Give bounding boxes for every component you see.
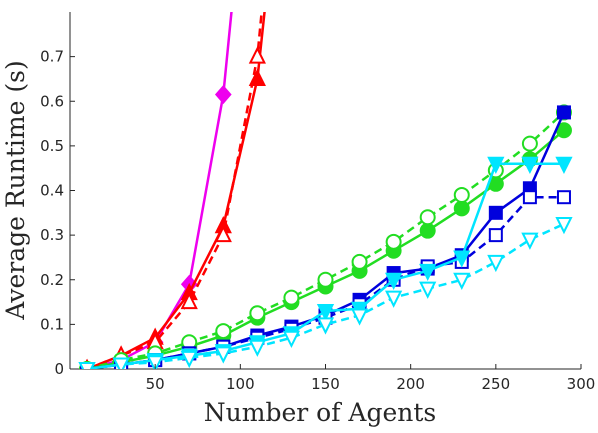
data-point [453,272,471,290]
data-point [214,85,232,105]
y-axis-label: Average Runtime (s) [1,60,30,320]
data-point [488,205,503,220]
data-point [419,209,436,226]
data-point [385,272,403,290]
data-point [385,290,403,308]
x-tick-label: 200 [396,375,425,393]
x-tick-label: 300 [567,375,596,393]
y-tick-label: 0.1 [40,315,64,333]
y-tick-label: 0.7 [40,48,64,66]
data-point [453,250,471,268]
series-8 [78,216,573,369]
data-point [283,289,300,306]
data-point [419,263,437,282]
data-point [317,271,334,288]
data-point [180,291,198,310]
data-point [248,339,266,357]
x-tick-label: 50 [146,375,165,393]
data-point [556,190,571,205]
data-point [112,357,130,369]
series-layer [78,12,573,369]
x-tick-label: 150 [311,375,340,393]
data-point [78,362,96,369]
series-1 [81,12,266,369]
series-line [86,111,565,369]
data-point [215,323,232,340]
data-point [521,232,539,250]
data-point [521,135,538,152]
series-line [86,222,565,369]
data-point [555,156,573,174]
data-point [249,305,266,322]
series-line [86,12,233,369]
series-line [86,12,263,369]
data-point [488,228,503,243]
x-tick-label: 100 [226,375,255,393]
y-tick-label: 0 [54,360,64,378]
data-point [487,156,505,174]
data-point [487,254,505,273]
y-tick-label: 0.4 [40,182,64,200]
data-point [419,281,437,299]
data-point [214,346,232,364]
data-point [282,330,301,348]
y-tick-label: 0.3 [40,226,64,244]
data-point [248,46,266,64]
data-point [555,216,573,235]
data-point [350,308,369,326]
data-point [453,186,470,203]
data-point [316,303,335,322]
data-point [453,200,470,217]
data-point [214,224,232,243]
data-point [419,222,436,239]
data-point [522,190,537,205]
data-point [521,156,539,174]
data-point [316,317,335,335]
x-axis-label: Number of Agents [204,398,436,427]
data-point [351,253,368,270]
series-0 [78,12,233,369]
x-tick-label: 250 [482,375,511,393]
data-point [385,233,402,250]
y-tick-label: 0.5 [40,137,64,155]
data-point [180,350,198,369]
series-2 [81,12,266,369]
data-point [556,105,571,120]
ticks-layer: 50 100 150 200 250 300 0 0.1 0.2 0.3 0.4 0.5 0.6 0.7 [40,48,595,393]
y-tick-label: 0.2 [40,271,64,289]
y-tick-label: 0.6 [40,92,64,110]
data-point [146,355,164,369]
